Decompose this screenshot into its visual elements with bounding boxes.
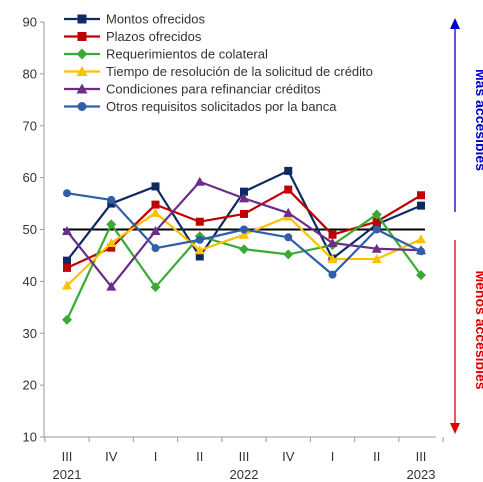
legend-label: Plazos ofrecidos	[106, 29, 202, 44]
upper-arrow-head	[450, 18, 460, 29]
data-point	[106, 219, 117, 230]
legend-label: Condiciones para refinanciar créditos	[106, 82, 321, 97]
legend-label: Otros requisitos solicitados por la banc…	[106, 99, 337, 114]
y-tick-label: 80	[23, 66, 37, 81]
series-5	[62, 176, 426, 291]
series-lines	[62, 166, 426, 325]
data-point	[195, 252, 204, 261]
x-tick-label: III	[416, 449, 427, 464]
data-point	[327, 254, 338, 264]
data-point	[417, 191, 425, 200]
legend-swatch-marker	[76, 83, 88, 94]
data-point	[106, 281, 117, 291]
legend-swatch-marker	[77, 32, 87, 41]
data-point	[106, 237, 117, 247]
legend-swatch-marker	[76, 48, 88, 60]
y-tick-label: 30	[23, 326, 37, 341]
data-point	[240, 225, 248, 234]
legend-swatch-marker	[77, 102, 87, 111]
data-point	[416, 234, 426, 244]
series-6	[63, 189, 425, 279]
y-tick-label: 70	[23, 118, 37, 133]
legend-label: Montos ofrecidos	[106, 12, 205, 27]
data-point	[284, 233, 293, 242]
lower-arrow-head	[450, 423, 460, 434]
data-point	[239, 244, 249, 255]
data-point	[150, 207, 161, 217]
data-point	[150, 226, 161, 236]
data-point	[62, 226, 72, 236]
data-point	[283, 207, 294, 217]
data-point	[239, 229, 249, 239]
data-point	[328, 270, 337, 279]
legend-label: Requerimientos de colateral	[106, 47, 268, 62]
data-point	[371, 243, 382, 253]
legend-label: Tiempo de resolución de la solicitud de …	[106, 64, 373, 79]
data-point	[417, 247, 425, 256]
data-point	[107, 195, 116, 204]
legend-item: Tiempo de resolución de la solicitud de …	[64, 64, 373, 79]
data-point	[372, 225, 381, 234]
y-tick-label: 10	[23, 430, 37, 445]
legend-item: Requerimientos de colateral	[64, 47, 268, 62]
data-point	[151, 244, 160, 253]
data-point	[151, 200, 160, 209]
x-tick-label: II	[196, 449, 203, 464]
legend-item: Otros requisitos solicitados por la banc…	[64, 99, 337, 114]
year-label: 2023	[407, 467, 436, 482]
data-point	[283, 249, 294, 260]
data-point	[63, 256, 71, 265]
data-point	[62, 314, 72, 325]
year-label: 2021	[53, 467, 82, 482]
data-point	[327, 237, 338, 247]
data-point	[150, 282, 161, 293]
y-tick-label: 50	[23, 222, 37, 237]
data-point	[371, 209, 382, 220]
data-point	[63, 189, 71, 198]
data-point	[284, 185, 293, 194]
data-point	[284, 166, 293, 175]
legend-swatch-marker	[76, 66, 88, 76]
accessibility-annotations: Más accesibles Menos accesibles	[450, 18, 483, 434]
data-point	[63, 263, 71, 272]
data-point	[240, 187, 248, 196]
data-point	[239, 193, 249, 203]
y-tick-label: 60	[23, 170, 37, 185]
x-tick-label: II	[373, 449, 380, 464]
data-point	[62, 280, 72, 290]
data-point	[194, 245, 205, 255]
data-point	[372, 217, 381, 226]
x-tick-label: III	[62, 449, 73, 464]
data-point	[195, 217, 204, 226]
upper-annotation-label: Más accesibles	[473, 69, 483, 171]
legend-swatch-marker	[77, 14, 87, 24]
data-point	[195, 235, 204, 244]
data-point	[151, 182, 160, 191]
legend-item: Plazos ofrecidos	[64, 29, 202, 44]
x-tick-label: I	[154, 449, 158, 464]
data-point	[194, 176, 205, 186]
x-tick-label: I	[331, 449, 335, 464]
data-point	[240, 209, 248, 218]
data-point	[417, 201, 425, 210]
data-point	[371, 254, 382, 264]
y-tick-label: 40	[23, 274, 37, 289]
legend: Montos ofrecidos Plazos ofrecidos Requerim…	[64, 12, 373, 114]
legend-item: Montos ofrecidos	[64, 12, 205, 27]
y-tick-label: 20	[23, 378, 37, 393]
lower-annotation-label: Menos accesibles	[473, 270, 483, 389]
data-point	[416, 270, 426, 281]
legend-item: Condiciones para refinanciar créditos	[64, 82, 321, 97]
year-label: 2022	[230, 467, 259, 482]
x-tick-label: IV	[105, 449, 118, 464]
series-3	[62, 209, 426, 325]
data-point	[107, 243, 116, 252]
data-point	[328, 230, 337, 239]
x-tick-label: IV	[282, 449, 295, 464]
y-tick-label: 90	[23, 15, 37, 30]
x-tick-label: III	[239, 449, 250, 464]
